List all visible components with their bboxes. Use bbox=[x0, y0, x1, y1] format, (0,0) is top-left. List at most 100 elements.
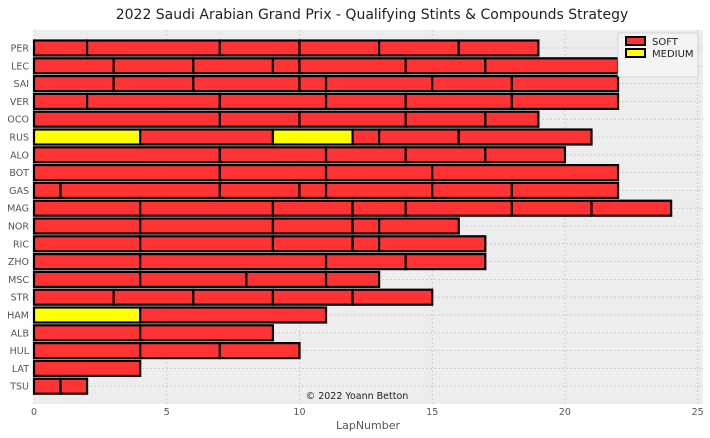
legend-medium-swatch bbox=[625, 48, 646, 58]
stint-bar bbox=[139, 270, 248, 288]
stint-bar bbox=[139, 217, 275, 235]
stint-bar bbox=[590, 199, 673, 217]
stint-bar bbox=[510, 181, 620, 199]
stint-bar bbox=[112, 288, 195, 306]
driver-label: NOR bbox=[8, 222, 30, 233]
stint-bar bbox=[484, 57, 620, 75]
stint-bar bbox=[139, 342, 221, 360]
stint-bar bbox=[32, 288, 115, 306]
stint-bar bbox=[510, 74, 620, 93]
x-tick-label: 5 bbox=[164, 407, 170, 418]
driver-label: TSU bbox=[9, 382, 29, 393]
stint-bar bbox=[32, 377, 62, 395]
stint-bar bbox=[32, 359, 142, 377]
driver-label: OCO bbox=[7, 115, 29, 126]
stint-bar bbox=[351, 217, 381, 235]
plot-area bbox=[34, 30, 703, 404]
x-tick-label: 0 bbox=[31, 407, 37, 418]
stint-bar bbox=[298, 39, 381, 57]
stint-bar bbox=[404, 253, 487, 271]
stint-bar bbox=[85, 92, 221, 111]
stint-bar bbox=[271, 288, 354, 306]
legend: SOFT MEDIUM bbox=[617, 32, 699, 78]
stint-bar bbox=[85, 39, 221, 57]
stint-bar bbox=[324, 74, 434, 93]
stint-bar bbox=[404, 92, 513, 111]
y-tick-labels: PER LEC SAI VER OCO RUS ALO BOT GAS MAG NOR RIC ZHO M… bbox=[7, 44, 30, 393]
stint-bar bbox=[404, 146, 487, 164]
stint-bar bbox=[431, 74, 513, 93]
stint-bar bbox=[298, 181, 328, 199]
stint-bar bbox=[139, 235, 275, 253]
stint-bar bbox=[32, 128, 142, 146]
stint-bar bbox=[218, 110, 301, 128]
stint-bar bbox=[112, 74, 195, 93]
stint-bar bbox=[271, 128, 354, 146]
stint-bar bbox=[32, 39, 89, 57]
stint-bar bbox=[32, 74, 115, 93]
stint-bar bbox=[218, 342, 301, 360]
legend-soft-label: SOFT bbox=[652, 37, 679, 48]
driver-label: GAS bbox=[9, 186, 29, 197]
stint-bar bbox=[378, 235, 487, 253]
stint-bar bbox=[298, 74, 328, 93]
stint-bar bbox=[324, 92, 407, 111]
x-tick-label: 20 bbox=[559, 407, 571, 418]
driver-label: ALB bbox=[11, 328, 29, 339]
stint-bar bbox=[324, 146, 407, 164]
stint-bar bbox=[298, 110, 407, 128]
stint-bar bbox=[404, 57, 487, 75]
stint-bar bbox=[32, 164, 221, 182]
stint-bar bbox=[192, 288, 275, 306]
stint-bar bbox=[32, 110, 221, 128]
stint-bar bbox=[378, 217, 460, 235]
stint-bar bbox=[139, 253, 328, 271]
stint-bar bbox=[324, 164, 434, 182]
stint-bar bbox=[324, 253, 407, 271]
stint-bar bbox=[510, 199, 593, 217]
driver-label: STR bbox=[11, 293, 30, 304]
stint-bar bbox=[218, 92, 328, 111]
driver-label: LAT bbox=[12, 364, 29, 375]
stint-bar bbox=[351, 235, 381, 253]
stint-bar bbox=[139, 306, 328, 324]
stint-bar bbox=[484, 110, 540, 128]
stint-bar bbox=[404, 110, 487, 128]
stint-bar bbox=[484, 146, 567, 164]
x-axis-label: LapNumber bbox=[336, 419, 401, 432]
driver-label: PER bbox=[11, 44, 30, 55]
stint-bar bbox=[218, 181, 301, 199]
stint-bar bbox=[32, 306, 142, 324]
stint-bar bbox=[139, 128, 275, 146]
credit-text: © 2022 Yoann Betton bbox=[306, 391, 409, 402]
stint-bar bbox=[271, 199, 354, 217]
stint-bar bbox=[218, 164, 328, 182]
stint-bar bbox=[431, 181, 513, 199]
driver-label: LEC bbox=[11, 61, 29, 72]
driver-label: RIC bbox=[13, 239, 29, 250]
stint-bar bbox=[32, 342, 142, 360]
stint-bar bbox=[351, 199, 407, 217]
legend-medium-label: MEDIUM bbox=[652, 49, 694, 60]
stint-bar bbox=[139, 199, 275, 217]
stint-bar bbox=[139, 324, 275, 342]
stint-bar bbox=[32, 199, 142, 217]
stint-bar bbox=[32, 181, 62, 199]
stint-bar bbox=[378, 39, 460, 57]
stint-bar bbox=[32, 146, 221, 164]
x-tick-label: 10 bbox=[293, 407, 305, 418]
stint-bar bbox=[351, 128, 381, 146]
chart-title: 2022 Saudi Arabian Grand Prix - Qualifyi… bbox=[116, 7, 629, 23]
stint-bar bbox=[59, 181, 221, 199]
stint-bar bbox=[298, 57, 407, 75]
stint-bar bbox=[324, 270, 381, 288]
driver-label: SAI bbox=[13, 79, 29, 90]
stint-bar bbox=[457, 39, 540, 57]
driver-label: MSC bbox=[8, 275, 29, 286]
driver-label: MAG bbox=[7, 204, 29, 215]
stint-bar bbox=[192, 57, 275, 75]
stint-bar bbox=[32, 57, 115, 75]
x-tick-label: 25 bbox=[692, 407, 704, 418]
driver-label: ALO bbox=[10, 150, 29, 161]
x-tick-label: 15 bbox=[426, 407, 438, 418]
